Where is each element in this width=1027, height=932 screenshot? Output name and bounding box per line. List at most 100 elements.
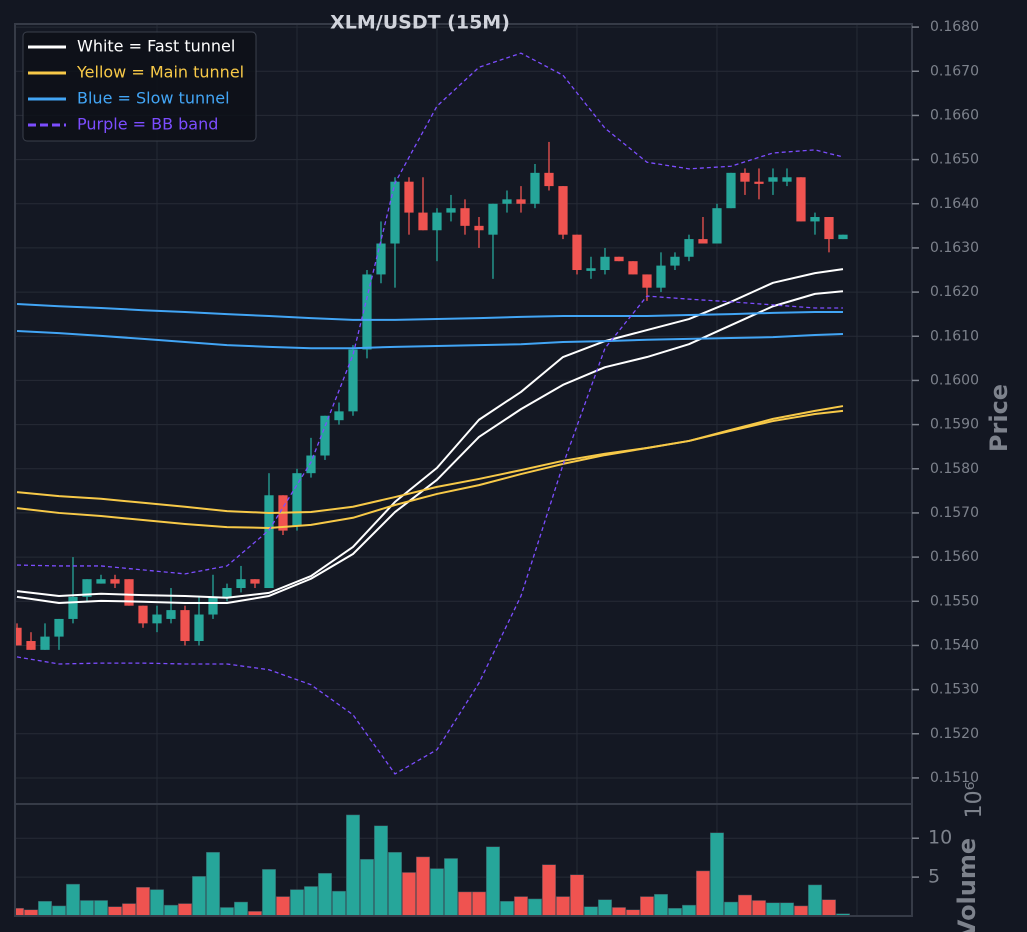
y-tick-label: 0.1630 bbox=[930, 240, 979, 256]
candle-body bbox=[138, 605, 148, 624]
candle-body bbox=[474, 225, 484, 231]
volume-bar bbox=[374, 825, 388, 916]
volume-bar bbox=[556, 896, 570, 916]
candle-body bbox=[404, 181, 414, 213]
volume-bar bbox=[682, 904, 696, 916]
y-tick-label: 0.1600 bbox=[930, 372, 979, 388]
y-tick-label: 0.1670 bbox=[930, 63, 979, 79]
y-tick-label: 0.1640 bbox=[930, 196, 979, 212]
candle-body bbox=[432, 212, 442, 231]
candle-body bbox=[572, 234, 582, 271]
volume-bar bbox=[500, 900, 514, 916]
y-tick-label: 0.1560 bbox=[930, 549, 979, 565]
candle-body bbox=[264, 495, 274, 589]
volume-bar bbox=[430, 868, 444, 916]
candle-body bbox=[530, 172, 540, 204]
volume-frame bbox=[14, 803, 913, 917]
volume-bar bbox=[766, 902, 780, 916]
candle-body bbox=[40, 636, 50, 650]
candle-body bbox=[670, 256, 680, 266]
candle-body bbox=[460, 208, 470, 226]
candle-body bbox=[838, 234, 848, 240]
candle-body bbox=[754, 181, 764, 184]
volume-offset-label: 10⁶ bbox=[962, 781, 987, 818]
candle-body bbox=[488, 203, 498, 235]
volume-bar bbox=[318, 872, 332, 916]
price-panel bbox=[15, 24, 912, 804]
y-axis-label: Price bbox=[985, 384, 1013, 452]
y-tick-label: 0.1650 bbox=[930, 152, 979, 168]
candle-body bbox=[82, 579, 92, 597]
candle-body bbox=[376, 243, 386, 275]
indicator-line bbox=[16, 329, 844, 350]
indicator-line bbox=[16, 409, 844, 529]
candle-body bbox=[334, 411, 344, 421]
volume-bar bbox=[458, 891, 472, 916]
volume-bar bbox=[192, 876, 206, 916]
legend-label: Purple = BB band bbox=[77, 115, 218, 134]
candle-body bbox=[96, 579, 106, 584]
volume-bar bbox=[150, 889, 164, 916]
y-tick-label: 0.1680 bbox=[930, 19, 979, 35]
candle-body bbox=[614, 256, 624, 262]
volume-bar bbox=[220, 907, 234, 916]
volume-bar bbox=[234, 901, 248, 916]
volume-bar bbox=[514, 896, 528, 916]
candle-body bbox=[166, 610, 176, 619]
volume-bar bbox=[808, 884, 822, 916]
candle-body bbox=[54, 618, 64, 637]
volume-bar bbox=[444, 858, 458, 916]
candle-body bbox=[250, 579, 260, 584]
volume-bar bbox=[388, 851, 402, 916]
candle-body bbox=[110, 579, 120, 584]
volume-bar bbox=[346, 814, 360, 916]
candle-body bbox=[628, 261, 638, 275]
y-tick-label: 0.1520 bbox=[930, 726, 979, 742]
volume-bar bbox=[416, 856, 430, 916]
volume-bar bbox=[38, 900, 52, 916]
y-tick-label: 0.1590 bbox=[930, 417, 979, 433]
volume-bar bbox=[570, 874, 584, 916]
chart-title: XLM/USDT (15M) bbox=[330, 12, 510, 34]
y-tick-label: 0.1550 bbox=[930, 593, 979, 609]
volume-bar bbox=[290, 889, 304, 916]
candle-body bbox=[348, 349, 358, 412]
candle-body bbox=[502, 199, 512, 204]
volume-bar bbox=[710, 832, 724, 916]
volume-bar bbox=[528, 898, 542, 916]
volume-bar bbox=[668, 907, 682, 916]
candle-body bbox=[600, 256, 610, 271]
candle-body bbox=[362, 274, 372, 350]
volume-bar bbox=[402, 872, 416, 916]
volume-bar bbox=[794, 905, 808, 916]
grid bbox=[15, 24, 912, 916]
price-plot bbox=[15, 52, 848, 775]
volume-bar bbox=[654, 893, 668, 916]
volume-bar bbox=[612, 907, 626, 916]
candle-body bbox=[390, 181, 400, 244]
volume-bar bbox=[262, 869, 276, 916]
candle-body bbox=[208, 596, 218, 615]
volume-bar bbox=[724, 901, 738, 916]
candle-body bbox=[68, 596, 78, 619]
volume-bar bbox=[332, 890, 346, 916]
volume-bar bbox=[472, 891, 486, 916]
candle-body bbox=[26, 641, 36, 650]
volume-plot bbox=[15, 814, 850, 916]
volume-bar bbox=[108, 906, 122, 916]
volume-bar bbox=[164, 904, 178, 916]
candle-body bbox=[726, 172, 736, 209]
volume-bar bbox=[640, 896, 654, 916]
volume-bar bbox=[738, 894, 752, 916]
volume-bar bbox=[66, 883, 80, 916]
candle-body bbox=[712, 208, 722, 244]
legend-label: White = Fast tunnel bbox=[77, 37, 235, 56]
y-tick-label: 0.1510 bbox=[930, 770, 979, 786]
candle-body bbox=[558, 186, 568, 235]
volume-tick-label: 10 bbox=[928, 827, 952, 849]
candle-body bbox=[306, 455, 316, 474]
indicator-line bbox=[16, 268, 844, 599]
volume-bar bbox=[836, 913, 850, 916]
candle-body bbox=[782, 177, 792, 182]
